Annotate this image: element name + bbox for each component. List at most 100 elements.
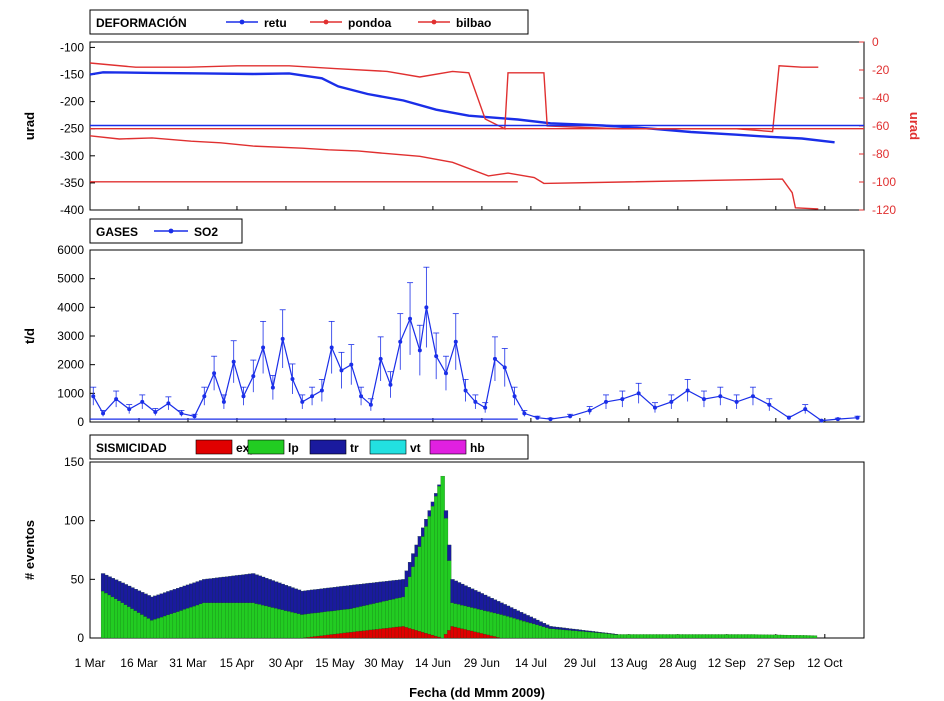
deformacion-legend-box: [89, 9, 529, 35]
data-point: [767, 402, 772, 407]
data-point: [803, 407, 808, 412]
y-tick-label: 6000: [57, 243, 84, 257]
data-point: [548, 417, 553, 422]
data-point: [819, 418, 824, 423]
gases-y-axis-label: t/d: [22, 328, 37, 344]
deformacion-y2-axis-label: urad: [907, 112, 922, 140]
data-point: [368, 402, 373, 407]
y-tick-label: -120: [872, 203, 896, 217]
data-point: [192, 414, 197, 419]
series-retu-line: [89, 71, 835, 144]
bar-tr: [443, 510, 449, 519]
y-tick-label: -60: [872, 119, 890, 133]
data-point: [388, 382, 393, 387]
legend-label-retu: retu: [264, 16, 287, 30]
x-tick-label: 16 Mar: [120, 656, 157, 670]
data-point: [434, 354, 439, 359]
data-point: [473, 399, 478, 404]
data-point: [483, 405, 488, 410]
legend-label-bilbao: bilbao: [456, 16, 491, 30]
data-point: [300, 399, 305, 404]
bar-tr: [603, 632, 609, 634]
legend-swatch-lp: [247, 439, 285, 455]
y-tick-label: -300: [60, 149, 84, 163]
sismicidad-y-axis-label: # eventos: [22, 520, 37, 580]
y-tick-label: 3000: [57, 329, 84, 343]
x-tick-label: 30 Apr: [269, 656, 304, 670]
data-point: [408, 316, 413, 321]
data-point: [202, 394, 207, 399]
bar-tr: [600, 632, 605, 634]
data-point: [512, 394, 517, 399]
x-tick-label: 12 Oct: [807, 656, 843, 670]
data-point: [502, 365, 507, 370]
legend-label-so2: SO2: [194, 225, 218, 239]
legend-marker-retu: [239, 19, 245, 25]
legend-label-pondoa: pondoa: [348, 16, 392, 30]
data-point: [329, 345, 334, 350]
x-tick-label: 15 Apr: [220, 656, 255, 670]
y-tick-label: 2000: [57, 358, 84, 372]
chart-marks: 1 Mar 16 Mar 31 Mar 15 Apr 30 Apr 15 May 30 Ma…: [57, 16, 896, 670]
y-tick-label: 0: [77, 631, 84, 645]
legend-swatch-hb: [429, 439, 467, 455]
data-point: [319, 388, 324, 393]
data-point: [636, 391, 641, 396]
data-point: [587, 408, 592, 413]
data-point: [443, 371, 448, 376]
legend-marker-pondoa: [323, 19, 329, 25]
data-point: [280, 336, 285, 341]
data-point: [417, 348, 422, 353]
x-tick-label: 29 Jun: [464, 656, 500, 670]
y-tick-label: -400: [60, 203, 84, 217]
x-tick-label: 15 May: [315, 656, 354, 670]
deformacion-legend: DEFORMACIÓN: [89, 9, 529, 35]
data-point: [270, 385, 275, 390]
data-point: [179, 411, 184, 416]
x-tick-label: 14 Jun: [415, 656, 451, 670]
x-tick-label: 31 Mar: [169, 656, 206, 670]
data-point: [231, 359, 236, 364]
bar-tr: [613, 633, 618, 635]
sismicidad-legend: SISMICIDAD: [89, 434, 529, 460]
data-point: [290, 377, 295, 381]
data-point: [492, 356, 497, 361]
data-point: [568, 414, 573, 419]
y-tick-label: 4000: [57, 300, 84, 314]
y-tick-label: 50: [71, 572, 85, 586]
data-point: [734, 399, 739, 404]
data-point: [114, 397, 119, 402]
data-point: [241, 394, 246, 399]
data-point: [251, 374, 256, 379]
bar-tr: [610, 633, 615, 635]
data-point: [701, 397, 706, 402]
x-tick-label: 30 May: [364, 656, 403, 670]
y-tick-label: -350: [60, 176, 84, 190]
y-tick-label: 150: [64, 455, 84, 469]
data-point: [669, 399, 674, 404]
legend-marker-so2: [168, 228, 174, 234]
data-point: [685, 388, 690, 393]
data-point: [349, 362, 354, 367]
deformacion-legend-title: DEFORMACIÓN: [96, 15, 187, 30]
data-point: [786, 415, 791, 420]
data-point: [855, 415, 860, 420]
data-point: [652, 405, 657, 410]
bar-tr: [607, 633, 612, 634]
data-point: [101, 411, 106, 416]
legend-label-lp: lp: [288, 441, 299, 455]
data-point: [718, 394, 723, 399]
data-point: [835, 417, 840, 422]
data-point: [750, 394, 755, 399]
data-point: [359, 394, 364, 399]
data-point: [535, 415, 540, 420]
data-point: [463, 388, 468, 393]
data-point: [398, 339, 403, 344]
y-tick-label: -40: [872, 91, 890, 105]
data-point: [310, 394, 315, 399]
y-tick-label: -80: [872, 147, 890, 161]
series-pondoa-line: [89, 62, 819, 133]
data-point: [604, 399, 608, 404]
y-tick-label: -200: [60, 95, 84, 109]
